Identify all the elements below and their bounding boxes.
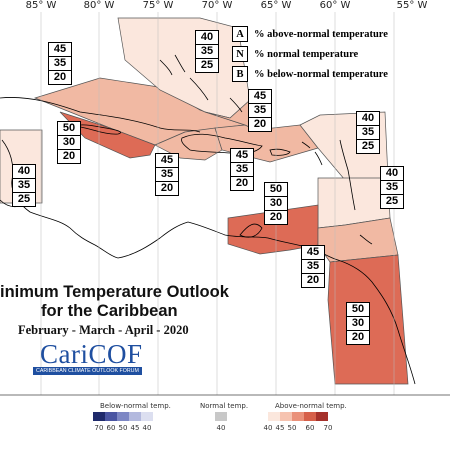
longitude-label: 80° W xyxy=(83,0,115,11)
prob-box-abc-islands: 50 30 20 xyxy=(264,182,288,225)
legend-item-below: B % below-normal temperature xyxy=(232,66,388,82)
region-abc-islands xyxy=(227,204,319,255)
swatch-below-45 xyxy=(129,412,141,421)
swatch-normal xyxy=(215,412,227,421)
prob-box-trinidad-tobago: 45 35 20 xyxy=(301,245,325,288)
colorbar-tick: 45 xyxy=(130,424,140,432)
colorbar-below-label: Below-normal temp. xyxy=(100,402,171,410)
longitude-label: 75° W xyxy=(142,0,174,11)
legend-key: A xyxy=(232,26,248,42)
swatch-below-60 xyxy=(105,412,117,421)
legend-text: % below-normal temperature xyxy=(254,68,388,80)
colorbar-tick: 50 xyxy=(287,424,297,432)
colorbar-tick: 60 xyxy=(305,424,315,432)
colorbar-tick: 40 xyxy=(142,424,152,432)
prob-box-guianas: 50 30 20 xyxy=(346,302,370,345)
swatch-above-60 xyxy=(304,412,316,421)
swatch-above-45 xyxy=(280,412,292,421)
colorbar-tick: 40 xyxy=(216,424,226,432)
longitude-label: 70° W xyxy=(201,0,233,11)
prob-box-turks-caicos: 45 35 20 xyxy=(248,89,272,132)
outlook-map: 85° W 80° W 75° W 70° W 65° W 60° W 55° … xyxy=(0,0,450,396)
map-title: inimum Temperature Outlook xyxy=(0,283,229,301)
colorbar-tick: 70 xyxy=(94,424,104,432)
longitude-label: 60° W xyxy=(319,0,351,11)
caricof-logo: CariCOF CARIBBEAN CLIMATE OUTLOOK FORUM xyxy=(30,339,180,379)
prob-box-haiti: 45 35 20 xyxy=(155,153,179,196)
swatch-above-70 xyxy=(316,412,328,421)
region-jamaica xyxy=(59,111,156,159)
logo-wordmark: CariCOF xyxy=(40,339,143,369)
prob-box-bahamas: 40 35 25 xyxy=(195,30,219,73)
prob-box-northern-leeward: 40 35 25 xyxy=(356,111,380,154)
swatch-below-40 xyxy=(141,412,153,421)
longitude-label: 55° W xyxy=(396,0,428,11)
legend-key: N xyxy=(232,46,248,62)
legend-item-above: A % above-normal temperature xyxy=(232,26,388,42)
longitude-label: 85° W xyxy=(25,0,57,11)
colorbar-tick: 70 xyxy=(323,424,333,432)
legend-text: % above-normal temperature xyxy=(254,28,388,40)
colorbar-tick: 60 xyxy=(106,424,116,432)
swatch-below-70 xyxy=(93,412,105,421)
legend-key: B xyxy=(232,66,248,82)
colorbar-tick: 50 xyxy=(118,424,128,432)
colorbar: Below-normal temp. Normal temp. Above-no… xyxy=(0,400,450,450)
swatch-below-50 xyxy=(117,412,129,421)
legend-item-normal: N % normal temperature xyxy=(232,46,358,62)
logo-subtitle: CARIBBEAN CLIMATE OUTLOOK FORUM xyxy=(33,367,142,375)
prob-box-jamaica: 50 30 20 xyxy=(57,121,81,164)
legend-text: % normal temperature xyxy=(254,48,359,60)
colorbar-tick: 40 xyxy=(263,424,273,432)
prob-box-dominican-republic: 45 35 20 xyxy=(230,148,254,191)
prob-box-windward: 40 35 25 xyxy=(380,166,404,209)
prob-box-cuba: 45 35 20 xyxy=(48,42,72,85)
longitude-label: 65° W xyxy=(260,0,292,11)
colorbar-normal-label: Normal temp. xyxy=(200,402,249,410)
colorbar-tick: 45 xyxy=(275,424,285,432)
season-dates: February - March - April - 2020 xyxy=(18,323,189,337)
swatch-above-50 xyxy=(292,412,304,421)
colorbar-above-label: Above-normal temp. xyxy=(275,402,347,410)
map-subtitle: for the Caribbean xyxy=(41,302,178,320)
swatch-above-40 xyxy=(268,412,280,421)
prob-box-belize: 40 35 25 xyxy=(12,164,36,207)
